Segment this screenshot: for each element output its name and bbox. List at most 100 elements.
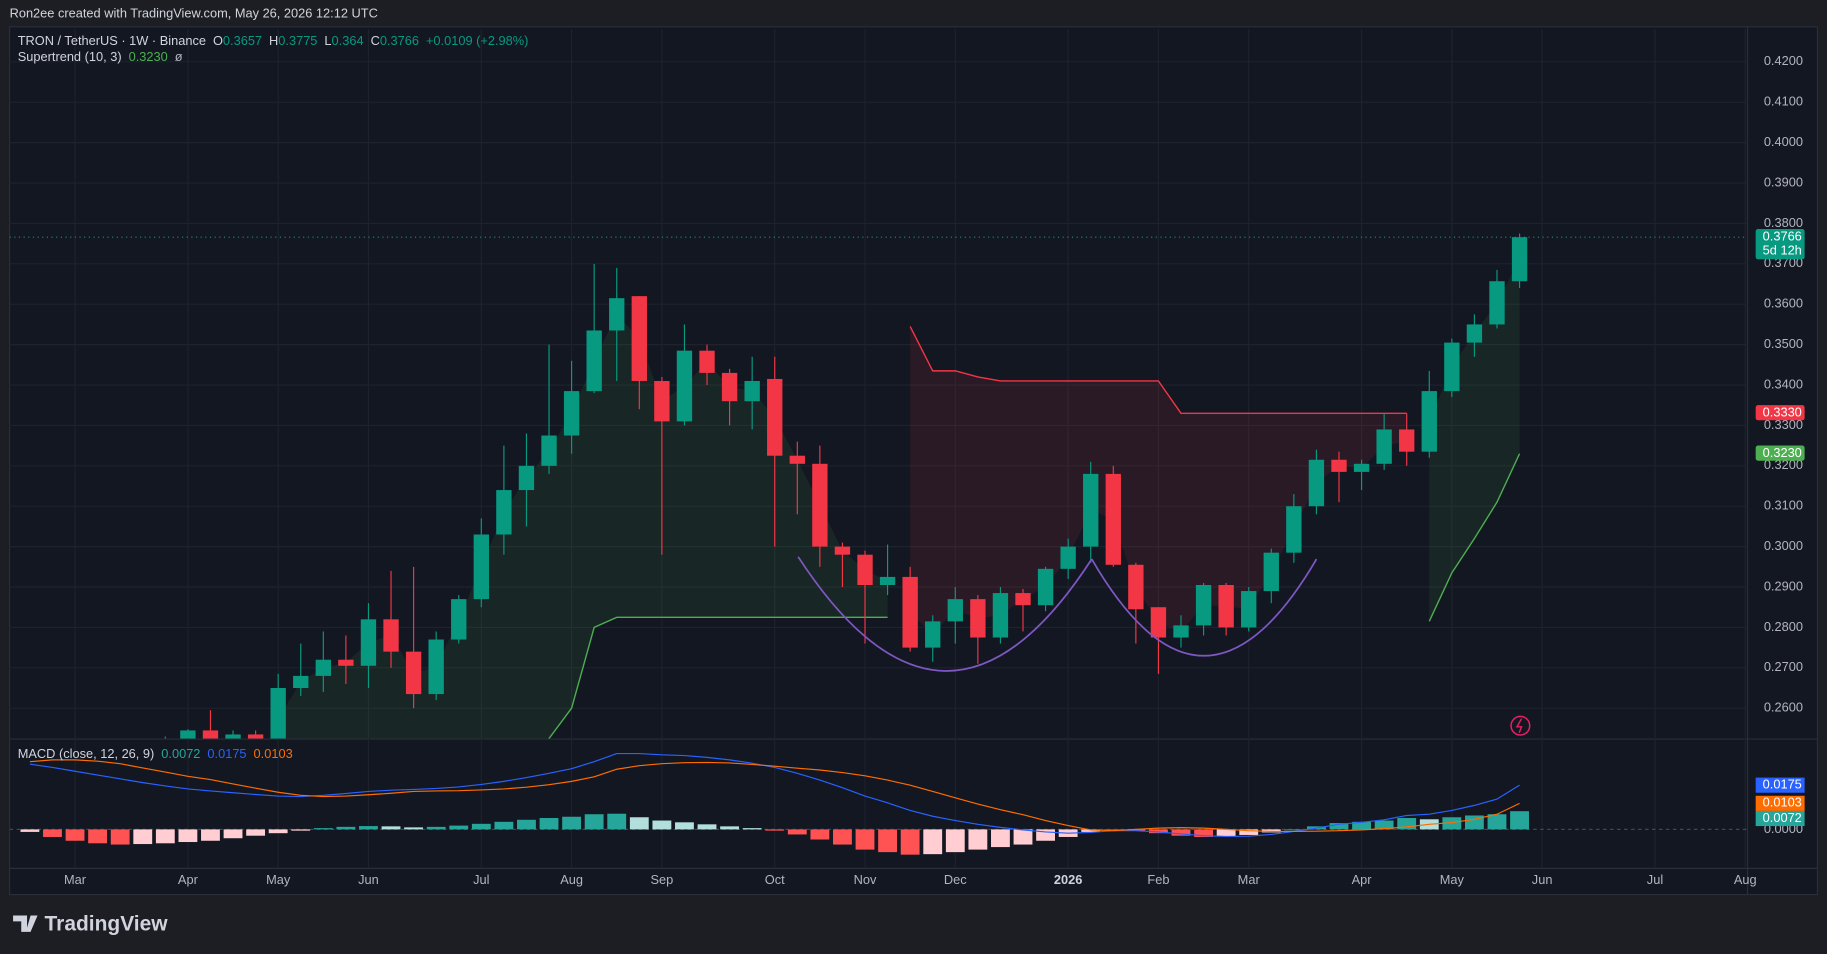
x-tick-label: Jul bbox=[1647, 872, 1663, 887]
candle-body bbox=[496, 490, 512, 535]
histogram-bar bbox=[178, 829, 198, 843]
candle-body bbox=[586, 330, 602, 392]
x-tick-label: Mar bbox=[64, 872, 87, 887]
legend-letter: O bbox=[213, 33, 223, 48]
candle-body bbox=[1105, 473, 1121, 565]
supertrend-line bbox=[909, 326, 1407, 415]
histogram-bar bbox=[945, 829, 965, 853]
histogram-bar bbox=[900, 829, 920, 855]
candle-body bbox=[1060, 546, 1076, 569]
legend-change: +0.0109 (+2.98%) bbox=[426, 33, 528, 48]
histogram-bar bbox=[720, 826, 740, 830]
eye-icon[interactable]: ø bbox=[175, 50, 183, 65]
y-tick-label: 0.3200 bbox=[1764, 457, 1803, 472]
histogram-bar bbox=[539, 818, 559, 830]
histogram-bar bbox=[1194, 829, 1213, 837]
histogram-bar bbox=[833, 829, 852, 845]
macd-line bbox=[29, 752, 1520, 838]
legend-letter: H bbox=[269, 33, 278, 48]
candle-body bbox=[1308, 459, 1325, 507]
histogram-bar bbox=[968, 829, 988, 850]
macd-tag bbox=[1755, 795, 1805, 811]
price-tag-label: 0.3330 bbox=[1763, 405, 1802, 420]
histogram-bar bbox=[1103, 829, 1123, 831]
candle-body bbox=[1399, 429, 1415, 452]
macd-tag bbox=[1755, 810, 1805, 827]
candle-body bbox=[225, 734, 241, 739]
candle-body bbox=[654, 380, 670, 422]
legend-supertrend: Supertrend (10, 3) 0.3230 ø bbox=[18, 50, 183, 65]
trend-fill bbox=[278, 314, 888, 739]
y-tick-label: 0.3900 bbox=[1764, 174, 1803, 189]
histogram-bar bbox=[765, 829, 785, 831]
histogram-bar bbox=[404, 827, 424, 830]
x-tick-label: Feb bbox=[1147, 872, 1169, 887]
x-tick-label: Aug bbox=[560, 872, 583, 887]
y-tick-label: 0.3300 bbox=[1764, 417, 1803, 432]
candle-body bbox=[157, 738, 173, 739]
candle-body bbox=[676, 350, 693, 422]
histogram-bar bbox=[359, 826, 378, 830]
candle-body bbox=[879, 576, 896, 585]
candle-body bbox=[767, 378, 783, 456]
x-tick-label: Jun bbox=[358, 872, 379, 887]
y-tick-label: 0.4100 bbox=[1764, 94, 1803, 109]
histogram-bar bbox=[1081, 829, 1101, 832]
header: Ron2ee created with TradingView.com, May… bbox=[10, 5, 378, 20]
histogram-bar bbox=[1510, 811, 1529, 830]
pattern-arc bbox=[1090, 558, 1318, 657]
candle-body bbox=[1444, 342, 1460, 392]
y-tick-label: 0.3600 bbox=[1764, 296, 1803, 311]
supertrend-line bbox=[548, 616, 888, 739]
price-tag bbox=[1755, 405, 1805, 421]
histogram-bar bbox=[562, 816, 582, 830]
candle-body bbox=[270, 688, 286, 739]
candle-body bbox=[1083, 473, 1099, 547]
candle-body bbox=[293, 675, 309, 689]
candle-body bbox=[180, 730, 196, 739]
legend-value: 0.364 bbox=[332, 33, 364, 48]
histogram-bar bbox=[1149, 829, 1168, 834]
histogram-bar bbox=[291, 829, 311, 831]
candle-body bbox=[518, 465, 535, 491]
histogram-bar bbox=[1487, 814, 1507, 830]
candle-body bbox=[1286, 506, 1302, 553]
candle-body bbox=[1263, 552, 1279, 592]
indicator-name: Supertrend (10, 3) bbox=[18, 50, 122, 65]
histogram-bar bbox=[607, 813, 627, 830]
candle-body bbox=[970, 599, 986, 638]
x-tick-label: May bbox=[1440, 872, 1465, 887]
price-tag bbox=[1755, 445, 1805, 461]
histogram-bar bbox=[381, 826, 401, 830]
indicator-value: 0.0072 bbox=[161, 746, 200, 761]
y-tick-label: 0.3400 bbox=[1764, 376, 1803, 391]
histogram-bar bbox=[1329, 823, 1349, 830]
histogram-bar bbox=[88, 829, 108, 844]
candle-body bbox=[1376, 429, 1392, 464]
y-tick-label: 0.3500 bbox=[1764, 336, 1803, 351]
candle-body bbox=[1241, 591, 1257, 628]
candle-body bbox=[721, 372, 738, 402]
x-tick-label: Jul bbox=[473, 872, 489, 887]
alert-icon[interactable] bbox=[1510, 715, 1531, 736]
candle-body bbox=[631, 296, 647, 381]
candle-body bbox=[812, 463, 828, 547]
histogram-bar bbox=[1464, 815, 1484, 830]
histogram-bar bbox=[1352, 821, 1371, 830]
histogram-bar bbox=[65, 829, 85, 841]
candle-body bbox=[315, 659, 331, 676]
x-tick-label: Oct bbox=[765, 872, 785, 887]
y-tick-label: 0.2700 bbox=[1764, 659, 1803, 674]
x-tick-label: May bbox=[266, 872, 291, 887]
macd-pane bbox=[9, 752, 1748, 855]
candle-body bbox=[789, 455, 805, 464]
signal-line bbox=[29, 759, 1520, 832]
histogram-bar bbox=[1036, 829, 1055, 841]
histogram-bar bbox=[1374, 820, 1394, 830]
alert-icon-bolt bbox=[1515, 718, 1523, 733]
histogram-bar bbox=[1013, 829, 1033, 845]
macd-tag-label: 0.0175 bbox=[1763, 777, 1802, 792]
histogram-bar bbox=[471, 823, 491, 830]
candle-body bbox=[857, 554, 873, 585]
